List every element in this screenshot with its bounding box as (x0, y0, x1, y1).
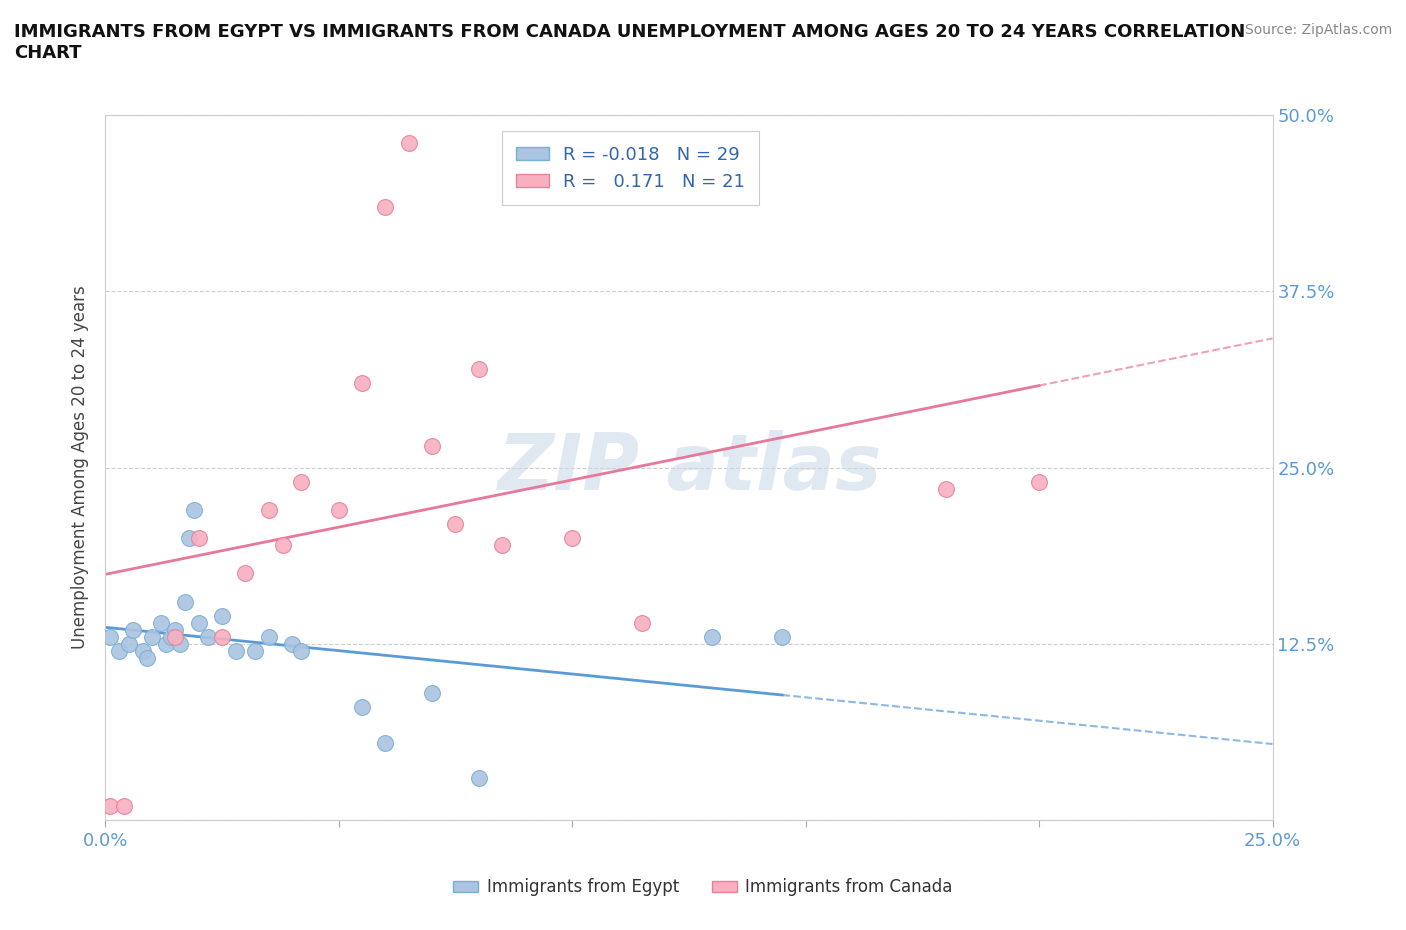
Point (491, 538, 513, 552)
Point (1028, 474, 1050, 489)
Point (155, 636, 177, 651)
Point (290, 474, 312, 489)
Point (112, 799, 135, 814)
Point (374, 735, 396, 750)
Point (702, 630, 724, 644)
Point (243, 644, 266, 658)
Point (141, 630, 163, 644)
Point (98, 799, 121, 814)
Text: ZIP atlas: ZIP atlas (496, 430, 882, 506)
Point (420, 439, 443, 454)
Point (398, 136, 420, 151)
Point (98, 630, 121, 644)
Point (225, 644, 247, 658)
Point (281, 636, 304, 651)
Point (257, 502, 280, 517)
Legend: R = -0.018   N = 29, R =   0.171   N = 21: R = -0.018 N = 29, R = 0.171 N = 21 (502, 131, 759, 205)
Point (136, 650, 159, 665)
Point (187, 616, 209, 631)
Point (197, 630, 219, 644)
Point (233, 565, 256, 580)
Point (374, 199, 396, 214)
Point (328, 502, 350, 517)
Point (444, 516, 467, 531)
Point (468, 770, 491, 785)
Legend: Immigrants from Egypt, Immigrants from Canada: Immigrants from Egypt, Immigrants from C… (447, 871, 959, 903)
Point (350, 376, 373, 391)
Text: Source: ZipAtlas.com: Source: ZipAtlas.com (1244, 23, 1392, 37)
Point (468, 362, 491, 377)
Point (165, 630, 187, 644)
Point (420, 685, 443, 700)
Point (183, 502, 205, 517)
Point (290, 644, 312, 658)
Point (257, 630, 280, 644)
Point (165, 622, 187, 637)
Point (159, 630, 181, 644)
Point (271, 538, 294, 552)
Y-axis label: Unemployment Among Ages 20 to 24 years: Unemployment Among Ages 20 to 24 years (72, 286, 89, 649)
Point (179, 531, 201, 546)
Point (350, 700, 373, 715)
Point (169, 636, 191, 651)
Point (108, 644, 131, 658)
Point (187, 531, 209, 546)
Point (173, 594, 195, 609)
Point (935, 481, 957, 496)
Point (211, 608, 233, 623)
Point (131, 644, 153, 658)
Point (117, 636, 139, 651)
Point (631, 616, 654, 631)
Point (122, 622, 145, 637)
Point (211, 630, 233, 644)
Text: IMMIGRANTS FROM EGYPT VS IMMIGRANTS FROM CANADA UNEMPLOYMENT AMONG AGES 20 TO 24: IMMIGRANTS FROM EGYPT VS IMMIGRANTS FROM… (14, 23, 1246, 62)
Point (150, 616, 173, 631)
Point (561, 531, 583, 546)
Point (770, 630, 793, 644)
